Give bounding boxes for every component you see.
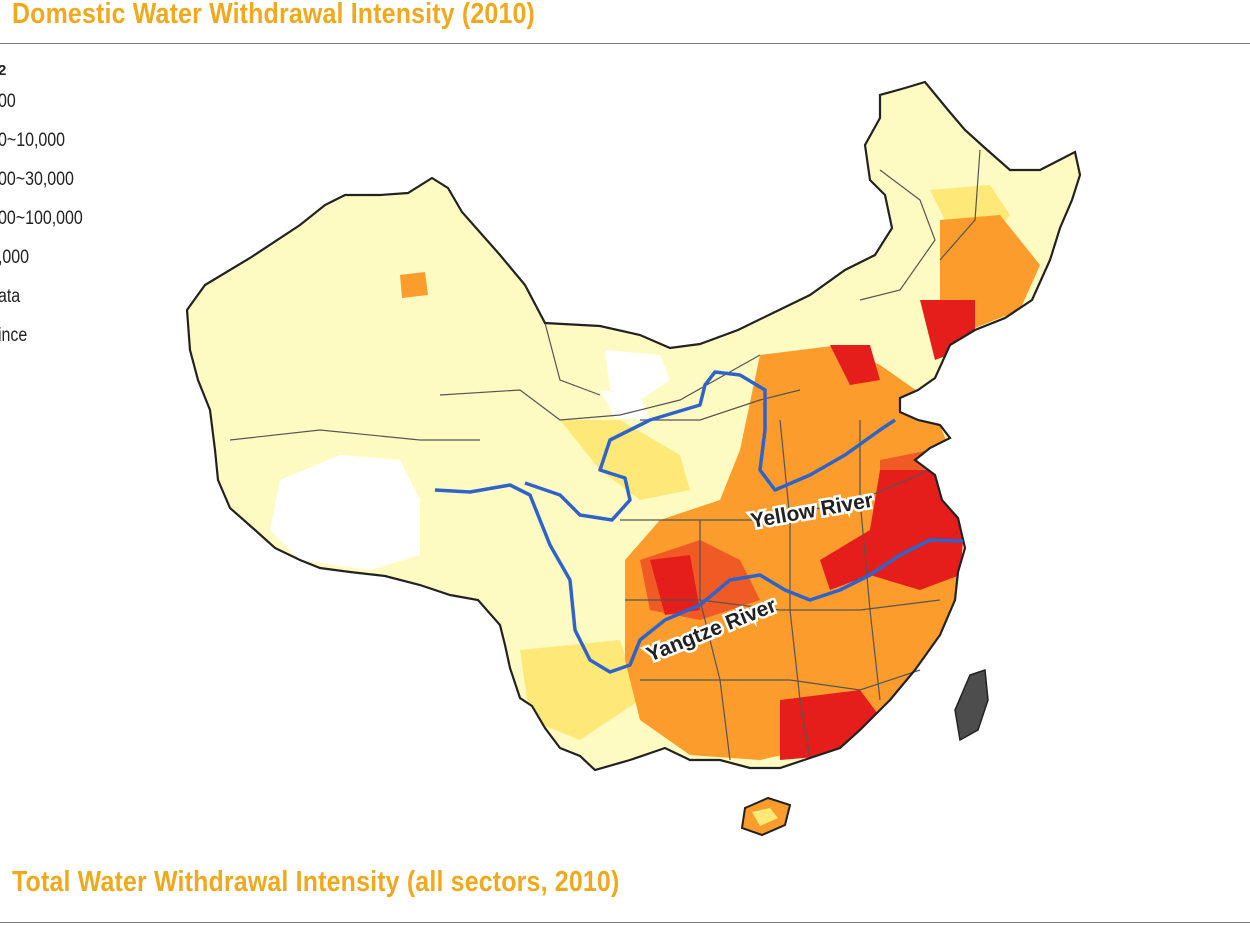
legend-item-class-5: ,000 [0,247,30,268]
legend-item-class-1: 00 [0,91,16,112]
no-data-area-tibet [270,455,420,570]
legend-unit-label: 2 [0,62,7,79]
legend-item-class-4: 00~100,000 [0,208,83,229]
map-title: Domestic Water Withdrawal Intensity (201… [12,0,536,30]
no-data-area-north [605,350,670,400]
legend-item-province: ince [0,325,28,346]
legend-list: 00 0~10,000 00~30,000 00~100,000 ,000 at… [0,92,140,365]
no-data-area-east [600,390,650,420]
legend-item-class-3: 00~30,000 [0,169,74,190]
legend-item-class-2: 0~10,000 [0,130,66,151]
legend-item-no-data: ata [0,286,21,307]
second-map-title: Total Water Withdrawal Intensity (all se… [12,866,620,898]
bottom-divider [0,922,1250,923]
yellow-river-line [524,370,896,522]
intensity-class-2-central [560,420,690,500]
intensity-class-5-beijing [830,345,880,385]
province-borders [229,149,981,761]
intensity-class-5-jiangsu [820,470,965,590]
yangtze-river-line [434,483,964,674]
intensity-class-3-small [400,272,428,298]
taiwan-island [954,668,989,742]
intensity-class-3-east [625,345,960,760]
title-divider [0,43,1250,44]
map-legend: 2 00 0~10,000 00~30,000 00~100,000 ,000 … [0,60,140,365]
intensity-class-2-south [520,640,640,740]
